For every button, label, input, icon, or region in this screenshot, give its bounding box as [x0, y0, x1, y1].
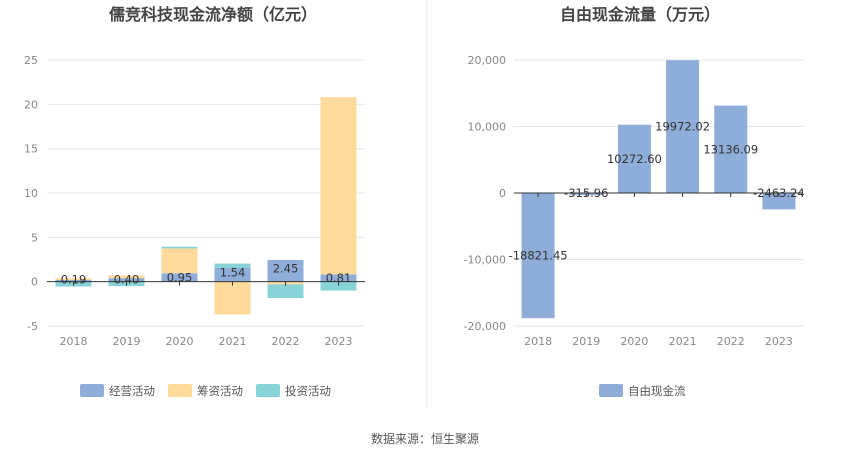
right-y-tick-label: -20,000 — [464, 320, 506, 333]
right-bar-2018 — [521, 193, 555, 319]
right-x-tick-label: 2020 — [620, 335, 648, 348]
left-y-tick-label: -5 — [27, 320, 38, 333]
left-data-label: 0.19 — [61, 272, 87, 286]
left-legend-label: 筹资活动 — [197, 384, 243, 398]
left-legend-label: 经营活动 — [109, 384, 155, 398]
right-bar-2020 — [617, 124, 651, 193]
left-x-tick-label: 2020 — [166, 335, 194, 348]
left-y-tick-label: 10 — [24, 187, 38, 200]
left-data-label: 0.81 — [326, 271, 352, 285]
right-data-label: 19972.02 — [655, 120, 710, 134]
left-bar-operating-2018 — [55, 279, 92, 282]
right-data-label: -2463.24 — [753, 186, 805, 200]
left-data-label: 0.40 — [114, 272, 140, 286]
left-bar-operating-2020 — [161, 273, 198, 282]
left-bar-operating-2021 — [214, 268, 251, 282]
left-legend-swatch — [256, 384, 280, 397]
left-legend-label: 投资活动 — [285, 384, 331, 398]
right-legend-swatch — [599, 384, 623, 397]
left-bar-investing-2022 — [267, 284, 304, 299]
left-y-tick-label: 25 — [24, 54, 38, 67]
left-bar-financing-2023 — [320, 97, 357, 275]
left-chart-title: 儒竞科技现金流净额（亿元） — [109, 5, 317, 24]
right-legend-label: 自由现金流 — [628, 384, 686, 398]
right-data-label: -18821.45 — [509, 249, 568, 263]
right-bar-2022 — [714, 105, 748, 193]
right-data-label: 13136.09 — [703, 142, 758, 156]
right-y-tick-label: -10,000 — [464, 254, 506, 267]
right-y-tick-label: 10,000 — [468, 121, 507, 134]
left-bar-operating-2023 — [320, 274, 357, 282]
right-bar-2021 — [666, 60, 700, 193]
right-x-tick-label: 2019 — [572, 335, 600, 348]
right-bar-2023 — [762, 193, 796, 210]
right-data-label: 10272.60 — [607, 152, 662, 166]
left-bar-operating-2022 — [267, 259, 304, 282]
left-y-tick-label: 0 — [31, 276, 38, 289]
left-x-tick-label: 2023 — [325, 335, 353, 348]
right-x-tick-label: 2021 — [669, 335, 697, 348]
left-x-tick-label: 2018 — [60, 335, 88, 348]
right-data-label: -315.96 — [564, 186, 608, 200]
left-bar-financing-2018 — [55, 278, 92, 280]
left-bar-operating-2019 — [108, 278, 145, 282]
left-data-label: 2.45 — [273, 262, 299, 276]
right-x-tick-label: 2018 — [524, 335, 552, 348]
left-bar-financing-2021 — [214, 281, 251, 315]
left-legend-swatch — [80, 384, 104, 397]
left-data-label: 1.54 — [220, 266, 246, 280]
left-x-tick-label: 2022 — [272, 335, 300, 348]
right-chart-title: 自由现金流量（万元） — [560, 5, 720, 24]
left-bar-investing-2020 — [161, 246, 198, 249]
left-bar-financing-2020 — [161, 248, 198, 274]
right-y-tick-label: 20,000 — [468, 54, 507, 67]
right-x-tick-label: 2023 — [765, 335, 793, 348]
left-y-tick-label: 15 — [24, 143, 38, 156]
left-bar-financing-2019 — [108, 275, 145, 279]
right-y-tick-label: 0 — [499, 187, 506, 200]
left-bar-investing-2021 — [214, 263, 251, 269]
left-data-label: 0.95 — [167, 270, 193, 284]
right-x-tick-label: 2022 — [717, 335, 745, 348]
left-y-tick-label: 20 — [24, 98, 38, 111]
left-x-tick-label: 2019 — [113, 335, 141, 348]
left-bar-investing-2023 — [320, 281, 357, 291]
left-x-tick-label: 2021 — [219, 335, 247, 348]
source-note: 数据来源：恒生聚源 — [371, 431, 479, 446]
left-y-tick-label: 5 — [31, 231, 38, 244]
left-legend-swatch — [168, 384, 192, 397]
